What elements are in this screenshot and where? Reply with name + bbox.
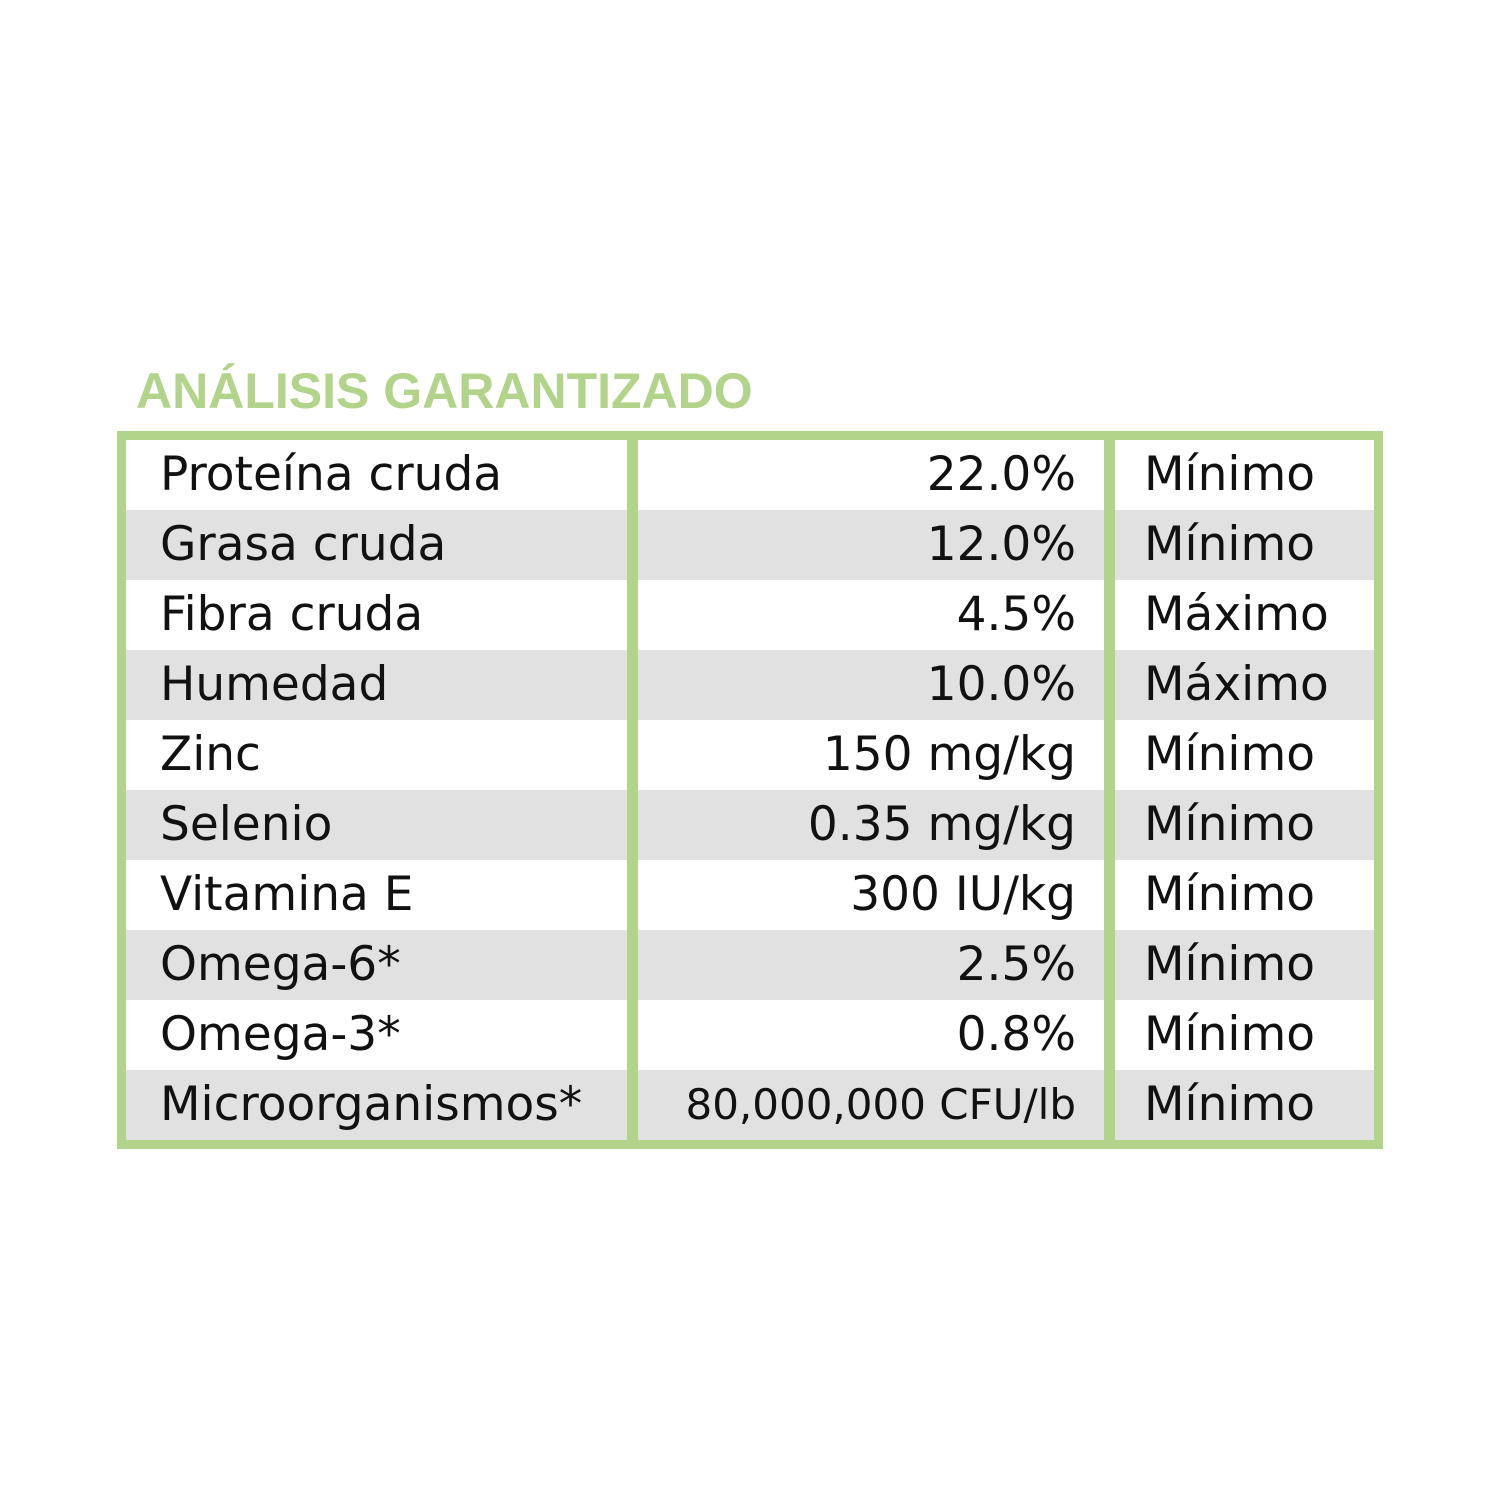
nutrient-name: Vitamina E [160,867,414,922]
table-row: Grasa cruda 12.0% Mínimo [126,510,1374,580]
table-row: Microorganismos* 80,000,000 CFU/lb Mínimo [126,1070,1374,1140]
nutrient-name: Humedad [160,657,389,712]
nutrient-value: 0.35 mg/kg [807,797,1076,852]
limit-type: Mínimo [1144,517,1315,572]
table-row: Selenio 0.35 mg/kg Mínimo [126,790,1374,860]
nutrient-value: 4.5% [956,587,1076,642]
column-divider [627,440,638,1140]
limit-type: Mínimo [1144,447,1315,502]
limit-type: Máximo [1144,587,1329,642]
nutrient-value: 2.5% [956,937,1076,992]
nutrient-name: Proteína cruda [160,447,503,502]
nutrient-value: 22.0% [926,447,1076,502]
table-row: Omega-6* 2.5% Mínimo [126,930,1374,1000]
nutrient-value: 150 mg/kg [822,727,1076,782]
nutrient-name: Selenio [160,797,333,852]
limit-type: Mínimo [1144,727,1315,782]
limit-type: Máximo [1144,657,1329,712]
nutrient-name: Microorganismos* [160,1077,583,1132]
table-title: ANÁLISIS GARANTIZADO [136,363,753,419]
limit-type: Mínimo [1144,1077,1315,1132]
table-row: Omega-3* 0.8% Mínimo [126,1000,1374,1070]
guaranteed-analysis-table: Proteína cruda 22.0% Mínimo Grasa cruda 12.0… [117,431,1383,1149]
nutrient-value: 80,000,000 CFU/lb [685,1080,1076,1129]
nutrient-name: Grasa cruda [160,517,447,572]
table-row: Humedad 10.0% Máximo [126,650,1374,720]
table-row: Fibra cruda 4.5% Máximo [126,580,1374,650]
nutrient-value: 0.8% [956,1007,1076,1062]
nutrient-name: Omega-3* [160,1007,401,1062]
nutrient-value: 10.0% [926,657,1076,712]
nutrient-name: Fibra cruda [160,587,424,642]
limit-type: Mínimo [1144,867,1315,922]
nutrient-name: Zinc [160,727,261,782]
column-divider [1104,440,1115,1140]
table-row: Vitamina E 300 IU/kg Mínimo [126,860,1374,930]
table-row: Proteína cruda 22.0% Mínimo [126,440,1374,510]
nutrient-value: 300 IU/kg [850,867,1076,922]
nutrient-name: Omega-6* [160,937,401,992]
limit-type: Mínimo [1144,937,1315,992]
limit-type: Mínimo [1144,1007,1315,1062]
table-row: Zinc 150 mg/kg Mínimo [126,720,1374,790]
limit-type: Mínimo [1144,797,1315,852]
nutrient-value: 12.0% [926,517,1076,572]
